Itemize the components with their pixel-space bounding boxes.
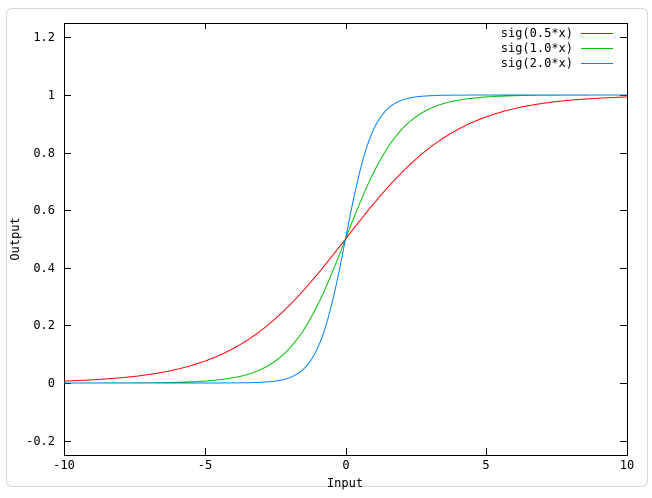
y-tick-label: 1.2	[33, 30, 55, 44]
y-tick-label: 0.8	[33, 146, 55, 160]
x-tick-label: 0	[342, 458, 349, 472]
x-tick-label: 10	[620, 458, 634, 472]
y-tick-label: 0	[48, 376, 55, 390]
x-tick-label: 5	[482, 458, 489, 472]
y-tick-label: 1	[48, 88, 55, 102]
plot-border	[64, 23, 628, 456]
curves	[63, 94, 628, 384]
y-tick-label: 0.4	[33, 261, 55, 275]
x-tick-label: -10	[53, 458, 75, 472]
x-ticks: -10 -5 0 5 10	[53, 23, 634, 472]
x-axis-title: Input	[327, 476, 363, 490]
y-tick-label: -0.2	[26, 434, 55, 448]
x-tick-label: -5	[198, 458, 212, 472]
axes: -10 -5 0 5 10 -0.2 0 0.2 0.4 0.6 0.8 1 1.2	[26, 23, 634, 472]
y-axis-title: Output	[8, 217, 22, 260]
legend-label: sig(0.5*x)	[501, 26, 573, 40]
legend-label: sig(1.0*x)	[501, 41, 573, 55]
curve-sig(2.0*x)	[64, 94, 627, 384]
y-ticks: -0.2 0 0.2 0.4 0.6 0.8 1 1.2	[26, 30, 627, 448]
legend: sig(0.5*x)sig(1.0*x)sig(2.0*x)	[501, 26, 613, 70]
chart-frame	[6, 8, 648, 487]
y-tick-label: 0.2	[33, 318, 55, 332]
y-tick-label: 0.6	[33, 203, 55, 217]
legend-label: sig(2.0*x)	[501, 56, 573, 70]
